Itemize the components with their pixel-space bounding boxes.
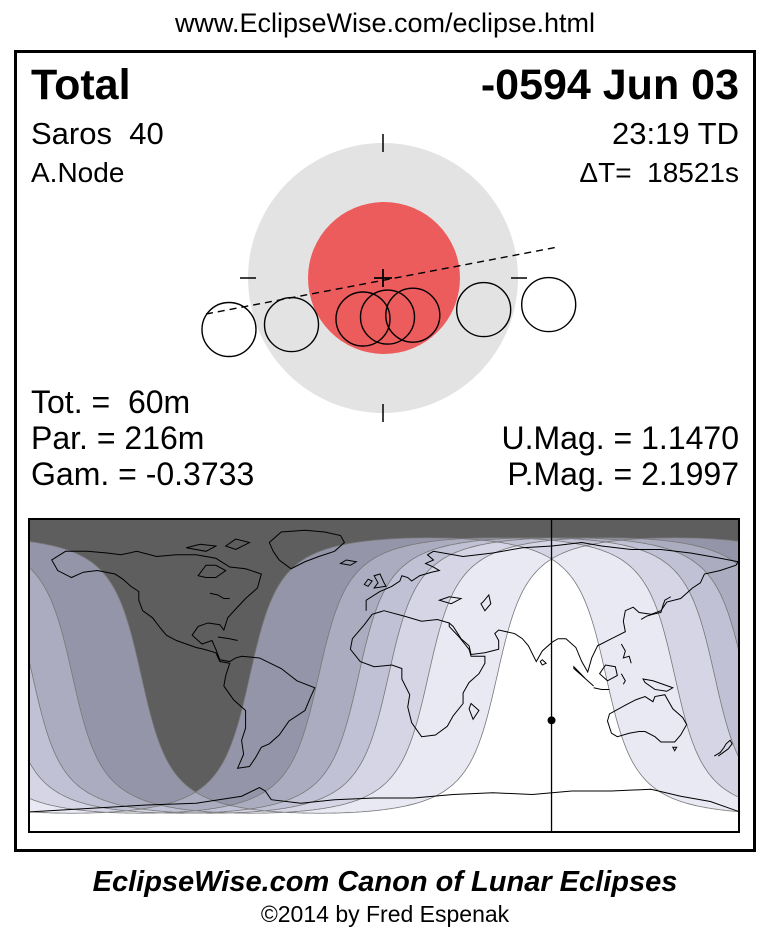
- node-label: A.Node: [31, 157, 125, 188]
- site-url: www.EclipseWise.com/eclipse.html: [174, 8, 596, 38]
- node-row: A.Node ΔT= 18521s: [31, 157, 739, 189]
- saros-row: Saros 40 23:19 TD: [31, 116, 739, 152]
- eclipse-date: -0594 Jun 03: [480, 61, 739, 109]
- stat-penumbral-magnitude: P.Mag. = 2.1997: [507, 456, 739, 492]
- stats-left: Tot. = 60m Par. = 216m Gam. = -0.3733: [31, 384, 254, 492]
- visibility-map: [28, 518, 740, 833]
- delta-t-label: ΔT= 18521s: [579, 157, 739, 188]
- copyright: ©2014 by Fred Espenak: [260, 901, 510, 927]
- saros-label: Saros 40: [31, 116, 164, 151]
- stat-umbral-magnitude: U.Mag. = 1.1470: [501, 420, 739, 456]
- eclipse-card: Total -0594 Jun 03 Saros 40 23:19 TD A.N…: [14, 50, 756, 852]
- stat-gamma: Gam. = -0.3733: [31, 456, 255, 492]
- stat-partial: Par. = 216m: [31, 420, 205, 456]
- stat-totality: Tot. = 60m: [31, 384, 191, 420]
- eclipse-type: Total: [31, 61, 131, 109]
- shadow-diagram: [201, 134, 577, 422]
- time-label: 23:19 TD: [612, 116, 739, 151]
- stats-right: U.Mag. = 1.1470 P.Mag. = 2.1997: [502, 420, 739, 492]
- footer-title: EclipseWise.com Canon of Lunar Eclipses: [92, 866, 678, 898]
- title-row: Total -0594 Jun 03: [31, 61, 739, 110]
